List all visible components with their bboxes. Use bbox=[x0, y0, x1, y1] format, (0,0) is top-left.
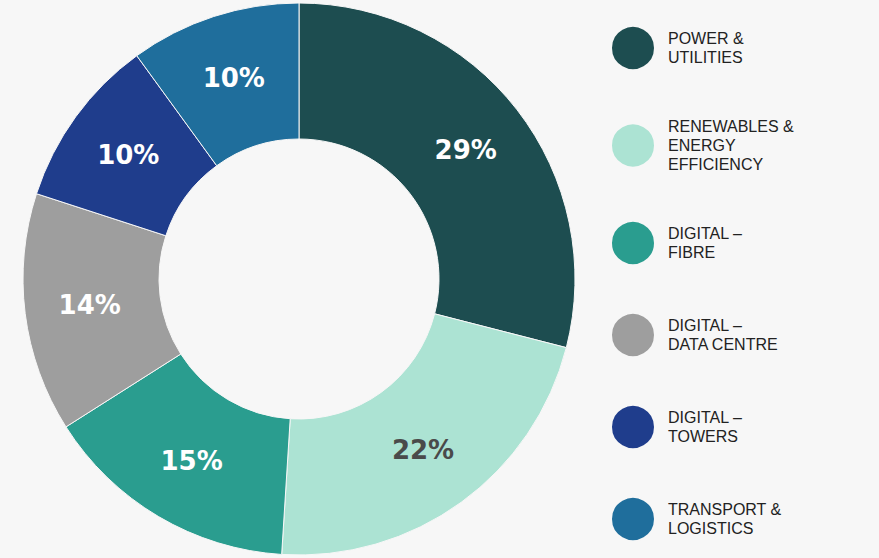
svg-text:RENEWABLES &: RENEWABLES & bbox=[668, 118, 794, 135]
svg-text:15%: 15% bbox=[160, 446, 222, 476]
svg-text:EFFICIENCY: EFFICIENCY bbox=[668, 156, 763, 173]
svg-text:DIGITAL –: DIGITAL – bbox=[668, 317, 742, 334]
svg-text:DATA CENTRE: DATA CENTRE bbox=[668, 336, 778, 353]
svg-text:29%: 29% bbox=[435, 135, 497, 165]
svg-text:POWER &: POWER & bbox=[668, 30, 744, 47]
svg-text:LOGISTICS: LOGISTICS bbox=[668, 520, 753, 537]
svg-text:TRANSPORT &: TRANSPORT & bbox=[668, 501, 782, 518]
svg-text:14%: 14% bbox=[59, 290, 121, 320]
svg-text:DIGITAL –: DIGITAL – bbox=[668, 225, 742, 242]
svg-text:22%: 22% bbox=[392, 435, 454, 465]
svg-text:10%: 10% bbox=[203, 63, 265, 93]
svg-text:TOWERS: TOWERS bbox=[668, 428, 738, 445]
svg-text:DIGITAL –: DIGITAL – bbox=[668, 409, 742, 426]
svg-text:FIBRE: FIBRE bbox=[668, 244, 715, 261]
svg-text:10%: 10% bbox=[97, 140, 159, 170]
svg-text:ENERGY: ENERGY bbox=[668, 137, 736, 154]
svg-text:UTILITIES: UTILITIES bbox=[668, 49, 743, 66]
